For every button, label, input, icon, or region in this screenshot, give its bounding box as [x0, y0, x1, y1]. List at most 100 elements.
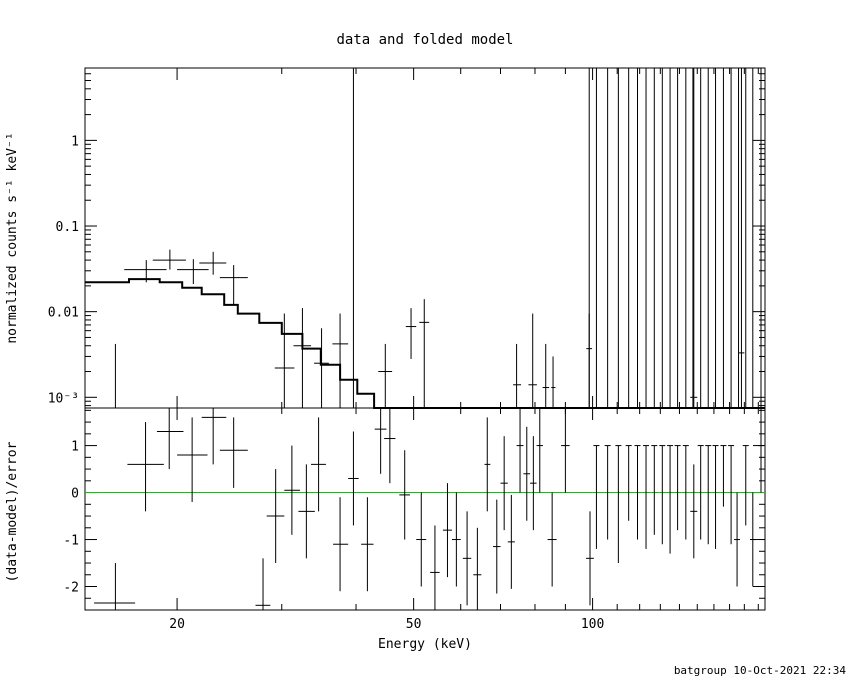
- top-data-point: [378, 343, 393, 408]
- residual-data-point: [750, 492, 756, 587]
- top-data-point: [314, 328, 329, 408]
- residual-data-point: [516, 408, 524, 493]
- x-axis-label: Energy (keV): [378, 637, 472, 652]
- top-data-point: [199, 251, 227, 275]
- residual-limit-point: [643, 445, 650, 549]
- residual-data-point: [399, 450, 410, 540]
- residual-data-point: [374, 408, 387, 474]
- residual-limit-point: [720, 445, 727, 507]
- residual-data-point: [298, 464, 315, 559]
- residual-limit-point: [651, 445, 658, 535]
- top-ylabel: normalized counts s⁻¹ keV⁻¹: [5, 132, 20, 343]
- residual-data-point: [311, 417, 326, 512]
- top-data-point: [542, 343, 550, 408]
- top-ytick-label: 0.01: [48, 306, 79, 321]
- top-data-point: [405, 308, 417, 360]
- residual-limit-point: [604, 445, 611, 540]
- residual-data-point: [500, 436, 508, 531]
- residual-limit-point: [625, 445, 632, 521]
- residual-limit-point: [697, 445, 704, 540]
- residual-data-point: [530, 436, 537, 531]
- residual-data-point: [384, 408, 396, 484]
- top-data-point: [332, 313, 349, 408]
- residual-ytick-label: -2: [63, 581, 79, 596]
- top-data-point: [293, 308, 312, 408]
- top-data-point: [738, 68, 745, 408]
- residual-limit-point: [593, 445, 600, 549]
- top-panel-frame: [84, 67, 766, 409]
- residual-limit-point: [728, 445, 735, 545]
- residual-data-points: [94, 408, 764, 610]
- residual-panel-ticks: 20 50 100 -2 -1 0 1: [63, 408, 765, 632]
- residual-data-point: [361, 497, 374, 592]
- residual-data-point: [127, 422, 164, 512]
- residual-data-point: [94, 563, 136, 610]
- top-panel-data-points: [85, 68, 762, 409]
- residual-data-point: [547, 492, 557, 587]
- residual-ytick-label: -1: [63, 534, 79, 549]
- residual-limit-point: [634, 445, 641, 540]
- top-ytick-label: 0.1: [56, 220, 79, 235]
- residual-data-point: [484, 417, 491, 512]
- residual-data-point: [442, 483, 452, 578]
- residual-xtick-label: 20: [169, 617, 185, 632]
- residual-ytick-label: 0: [71, 487, 79, 502]
- residual-data-point: [266, 469, 285, 564]
- top-data-point: [274, 313, 295, 408]
- residual-data-point: [156, 408, 184, 470]
- residual-panel-frame: [84, 407, 766, 611]
- residual-data-point: [333, 497, 349, 592]
- top-data-point: [551, 356, 556, 408]
- top-ytick-label: 1: [71, 134, 79, 149]
- top-panel-ticks: 10⁻³ 0.01 0.1 1: [48, 67, 765, 408]
- residual-data-point: [586, 511, 594, 606]
- chart-title: data and folded model: [336, 32, 513, 48]
- residual-panel: 20 50 100 -2 -1 0 1: [63, 407, 766, 632]
- residual-limit-point: [742, 445, 749, 526]
- residual-data-point: [690, 464, 698, 559]
- residual-data-point: [219, 417, 248, 488]
- residual-xtick-label: 100: [581, 617, 604, 632]
- folded-model-line: [85, 278, 765, 409]
- residual-limit-point: [659, 445, 666, 545]
- top-data-point: [152, 249, 186, 270]
- residual-data-point: [201, 408, 227, 465]
- top-panel: 10⁻³ 0.01 0.1 1: [48, 67, 766, 409]
- residual-data-point: [493, 499, 501, 594]
- residual-data-point: [561, 408, 570, 493]
- top-panel-model-steps: [85, 278, 765, 409]
- top-data-point: [219, 265, 248, 305]
- residual-ylabel: (data-model)/error: [5, 441, 20, 582]
- top-data-point: [513, 343, 522, 408]
- residual-data-point: [523, 426, 531, 521]
- top-data-point: [690, 68, 698, 408]
- residual-data-point: [430, 525, 440, 610]
- top-data-point: [419, 299, 430, 408]
- residual-limit-point: [712, 445, 719, 549]
- residual-limit-point: [682, 445, 689, 540]
- top-data-point: [528, 313, 537, 408]
- residual-data-point: [734, 492, 740, 587]
- top-ytick-label: 10⁻³: [48, 391, 79, 406]
- residual-data-point: [758, 408, 764, 493]
- top-data-point: [85, 343, 143, 409]
- top-data-point: [177, 259, 209, 285]
- residual-data-point: [416, 492, 427, 587]
- residual-data-point: [255, 558, 271, 610]
- residual-data-point: [473, 527, 482, 610]
- residual-data-point: [507, 494, 515, 589]
- residual-ytick-label: 1: [71, 440, 79, 455]
- residual-limit-point: [615, 445, 622, 564]
- residual-limit-point: [674, 445, 681, 531]
- residual-data-point: [177, 417, 208, 502]
- footer-stamp: batgroup 10-Oct-2021 22:34: [674, 664, 847, 677]
- residual-limit-point: [667, 445, 674, 554]
- residual-data-point: [348, 431, 359, 526]
- residual-data-point: [451, 492, 461, 587]
- residual-xtick-label: 50: [406, 617, 422, 632]
- residual-data-point: [536, 408, 543, 493]
- residual-data-point: [284, 445, 301, 535]
- residual-data-point: [462, 511, 472, 606]
- residual-limit-point: [705, 445, 712, 545]
